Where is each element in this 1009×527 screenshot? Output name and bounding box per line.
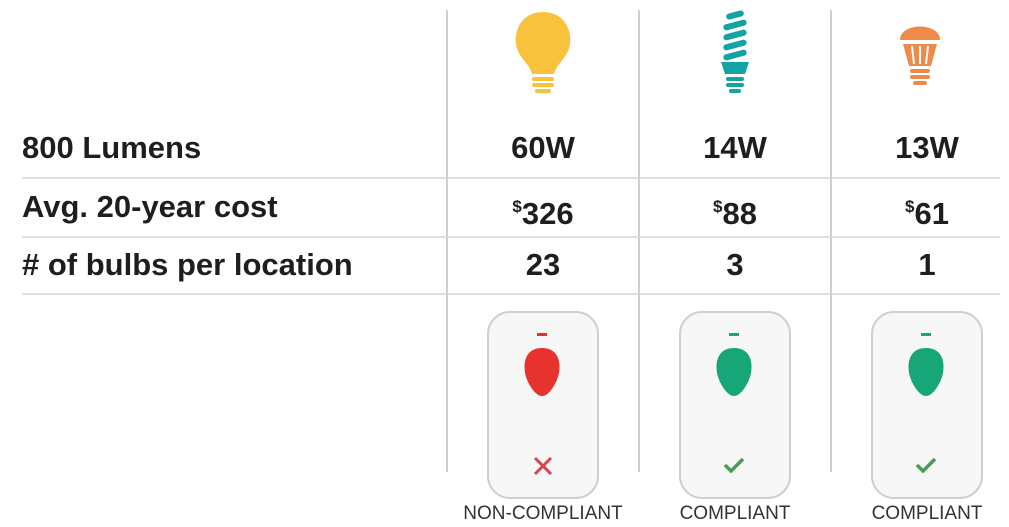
row-label: Avg. 20-year cost [22, 189, 278, 224]
incandescent-bulb-icon [515, 12, 571, 93]
timer-device-green [679, 311, 791, 499]
status-label: COMPLIANT [871, 503, 983, 524]
cost: $326 [447, 187, 639, 231]
cost: $88 [639, 187, 831, 231]
led-bulb-icon [900, 26, 940, 85]
wattage: 14W [703, 130, 767, 165]
timer-device-green [871, 311, 983, 499]
bulb-count: 3 [726, 247, 744, 282]
bulb-count: 23 [525, 247, 561, 282]
amount: 326 [521, 196, 574, 231]
amount: 88 [722, 196, 757, 231]
wattage: 60W [511, 130, 575, 165]
row-label: 800 Lumens [22, 130, 202, 165]
dividers [22, 10, 1000, 472]
currency: $ [512, 197, 522, 216]
wattage: 13W [895, 130, 959, 165]
timer-device-red [487, 311, 599, 499]
amount: 61 [914, 196, 949, 231]
currency: $ [905, 197, 915, 216]
cfl-bulb-icon [721, 10, 749, 93]
status-label: NON-COMPLIANT [463, 503, 623, 524]
row-label: # of bulbs per location [22, 247, 353, 282]
bulb-count: 1 [918, 247, 936, 282]
currency: $ [713, 197, 723, 216]
cost: $61 [831, 187, 1009, 231]
status-label: COMPLIANT [679, 503, 791, 524]
